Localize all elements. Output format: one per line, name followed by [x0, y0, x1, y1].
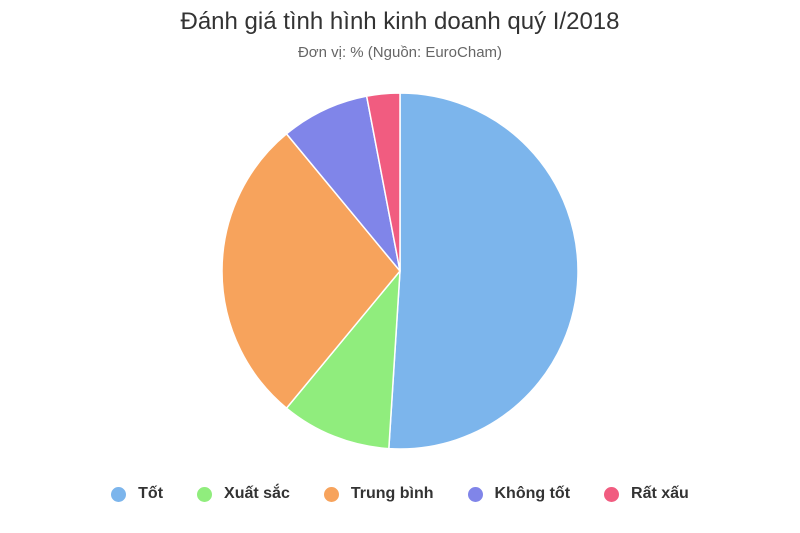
legend-marker-rat-xau [604, 486, 620, 502]
pie-slice-khong-tot[interactable] [285, 95, 401, 272]
legend-label-trung-binh: Trung bình [350, 485, 434, 502]
legend-item-khong-tot[interactable]: Không tốt [467, 485, 571, 503]
chart-legend: Tốt Xuất sắc Trung bình Không tốt Rất xấ… [0, 485, 800, 503]
legend-marker-tot [111, 486, 127, 502]
pie-slice-trung-binh[interactable] [221, 133, 401, 409]
chart-subtitle: Đơn vị: % (Nguồn: EuroCham) [297, 44, 503, 61]
legend-label-khong-tot: Không tốt [494, 485, 571, 502]
legend-marker-khong-tot [467, 486, 483, 502]
legend-item-tot[interactable]: Tốt [111, 485, 163, 503]
legend-label-rat-xau: Rất xấu [631, 485, 689, 502]
legend-marker-trung-binh [323, 486, 339, 502]
legend-marker-xuat-sac [197, 486, 213, 502]
legend-item-rat-xau[interactable]: Rất xấu [604, 485, 689, 503]
pie-slice-xuat-sac[interactable] [285, 270, 401, 450]
pie-slice-tot[interactable] [388, 92, 579, 450]
pie-slice-rat-xau[interactable] [365, 92, 401, 272]
legend-label-tot: Tốt [138, 485, 164, 502]
legend-item-xuat-sac[interactable]: Xuất sắc [197, 485, 290, 503]
legend-label-xuat-sac: Xuất sắc [224, 485, 290, 502]
chart-title: Đánh giá tình hình kinh doanh quý I/2018 [180, 8, 620, 35]
legend-item-trung-binh[interactable]: Trung bình [323, 485, 434, 503]
